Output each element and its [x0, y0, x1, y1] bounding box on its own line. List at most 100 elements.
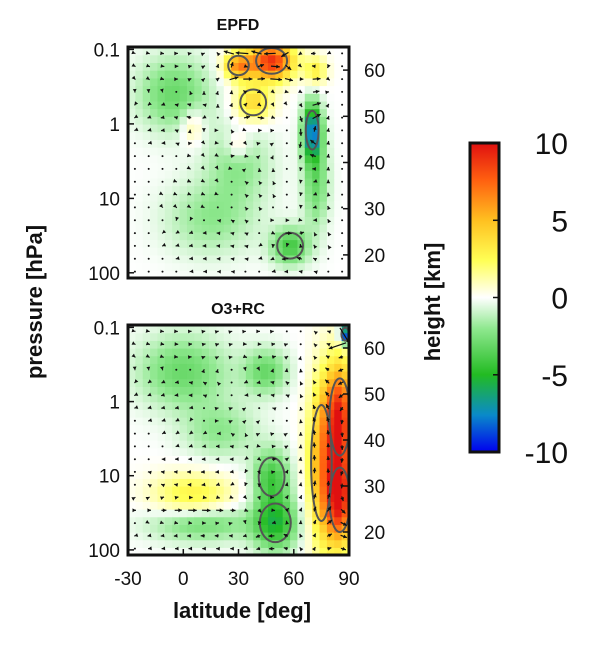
heat-cell [216, 332, 225, 341]
heat-cell [231, 509, 240, 518]
heat-cell [157, 432, 166, 441]
heat-cell [267, 394, 276, 403]
heat-cell [223, 371, 232, 380]
heat-cell [128, 93, 136, 102]
vector-dot [258, 407, 261, 410]
heat-cell [179, 177, 188, 187]
heat-cell [135, 501, 144, 510]
heat-cell [216, 417, 225, 426]
vector-arrowhead [313, 392, 317, 397]
latitude-tick-label: 60 [283, 569, 304, 590]
height-tick-label: 40 [364, 154, 385, 175]
heat-cell [150, 447, 159, 456]
heat-cell [245, 486, 254, 495]
vector-arrowhead [201, 342, 206, 347]
heat-cell [179, 62, 188, 71]
heat-cell [194, 216, 203, 225]
heat-cell [341, 478, 349, 487]
vector-arrowhead [284, 368, 289, 373]
heat-cell [341, 486, 349, 495]
vector-arrowhead [299, 533, 303, 538]
heat-cell [341, 62, 349, 71]
heat-cell [201, 355, 210, 364]
vector-dot [203, 219, 205, 222]
heat-cell [128, 177, 136, 187]
heat-cell [179, 193, 188, 202]
heat-cell [216, 348, 225, 357]
heat-cell [253, 455, 262, 464]
heat-cell [172, 539, 181, 548]
vector-arrowhead [242, 140, 247, 145]
heat-cell [238, 139, 247, 148]
heat-cell [164, 401, 173, 410]
heat-cell [341, 216, 349, 225]
heat-cell [142, 501, 151, 510]
vector-dot [147, 257, 150, 260]
heat-cell [341, 208, 349, 217]
vector-arrowhead [299, 118, 303, 122]
vector-arrowhead [298, 495, 302, 500]
heat-cell [142, 231, 151, 241]
vector-dot [285, 180, 288, 183]
heat-cell [245, 185, 254, 194]
heat-cell [216, 231, 225, 241]
heat-cell [312, 432, 321, 441]
vector-arrowhead [216, 256, 221, 261]
heat-cell [282, 363, 291, 372]
heat-cell [231, 93, 240, 102]
heat-cell [172, 185, 181, 194]
vector-arrowhead [257, 470, 261, 474]
heat-cell [142, 270, 151, 278]
heat-cell [157, 147, 166, 156]
vector-arrowhead [314, 232, 318, 237]
heat-cell [157, 139, 166, 148]
heat-cell [275, 424, 284, 433]
heat-cell [334, 401, 343, 410]
vector-arrowhead [201, 457, 206, 461]
heat-cell [142, 394, 151, 403]
heat-cell [297, 185, 306, 194]
heat-cell [172, 447, 181, 456]
heat-cell [194, 100, 203, 110]
vector-arrowhead [326, 343, 331, 347]
heat-cell [290, 108, 299, 117]
heat-cell [290, 201, 299, 210]
vector-arrowhead [312, 405, 317, 409]
heat-cell [128, 539, 136, 548]
heat-cell [312, 62, 321, 71]
heat-cell [245, 224, 254, 233]
heat-cell [253, 355, 262, 364]
vector-arrowhead [256, 329, 260, 334]
vector-arrowhead [230, 231, 235, 236]
heat-cell [319, 208, 328, 217]
heat-cell [260, 254, 269, 264]
heat-cell [282, 116, 291, 125]
heat-cell [150, 539, 159, 548]
heat-cell [172, 409, 181, 418]
heat-cell [290, 340, 299, 349]
heat-cell [150, 70, 159, 79]
heat-cell [267, 185, 276, 194]
heat-cell [304, 486, 313, 495]
heat-cell [297, 478, 306, 487]
vector-arrowhead [146, 89, 151, 93]
heat-cell [186, 516, 195, 525]
vector-arrowhead [257, 342, 262, 346]
heat-cell [245, 363, 254, 372]
vector-arrowhead [193, 508, 197, 513]
heat-cell [209, 455, 217, 464]
vector-arrowhead [326, 493, 331, 498]
heat-cell [319, 185, 328, 194]
heat-cell [290, 162, 299, 171]
heat-cell [201, 478, 210, 487]
vector-arrowhead [270, 115, 275, 119]
latitude-tick-label: 30 [228, 569, 249, 590]
heat-cell [186, 501, 195, 510]
vector-arrowhead [159, 520, 164, 525]
heat-cell [194, 201, 203, 210]
heat-cell [172, 394, 181, 403]
heat-cell [164, 539, 173, 548]
heat-cell [135, 363, 144, 372]
vector-arrowhead [327, 219, 332, 224]
heat-cell [253, 516, 262, 525]
